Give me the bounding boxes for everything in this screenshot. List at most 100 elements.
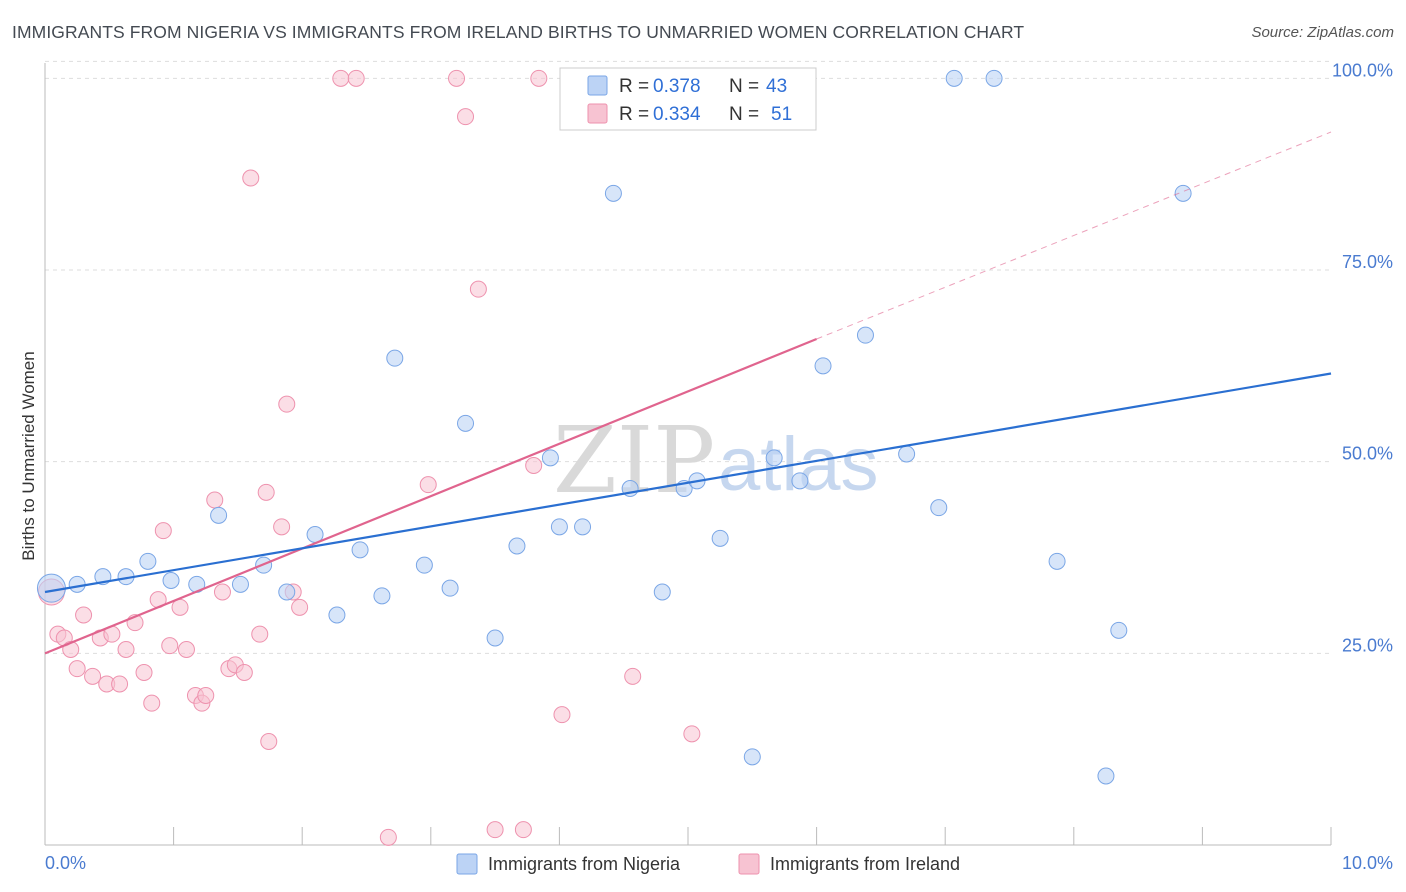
point-nigeria	[486, 629, 504, 647]
point-ireland	[161, 637, 179, 655]
point-ireland	[135, 664, 153, 681]
source-label: Source: ZipAtlas.com	[1251, 24, 1394, 41]
point-ireland	[117, 641, 135, 658]
y-tick-label: 100.0%	[1332, 60, 1393, 80]
point-nigeria	[231, 575, 249, 593]
point-ireland	[235, 664, 253, 681]
legend-n-label-nigeria: N =	[729, 76, 759, 97]
point-ireland	[143, 694, 161, 712]
legend-n-value-nigeria: 43	[766, 76, 787, 97]
legend-swatch-ireland	[587, 103, 608, 124]
point-nigeria	[985, 69, 1003, 87]
point-nigeria	[604, 184, 622, 202]
point-nigeria	[162, 572, 180, 589]
point-ireland	[251, 625, 269, 643]
point-nigeria	[441, 579, 459, 597]
point-ireland	[347, 69, 365, 87]
point-nigeria	[328, 606, 346, 624]
legend-swatch-nigeria	[587, 75, 608, 96]
point-nigeria	[139, 552, 157, 570]
point-ireland	[206, 491, 224, 509]
point-nigeria	[508, 537, 526, 555]
point-nigeria	[765, 449, 783, 467]
point-ireland	[68, 660, 86, 678]
grid-lines	[45, 60, 1331, 654]
point-ireland	[75, 606, 93, 624]
legend-r-label-ireland: R =	[619, 104, 649, 125]
point-ireland	[379, 828, 397, 846]
series-legend: Immigrants from Nigeria Immigrants from …	[456, 853, 960, 875]
point-ireland	[448, 69, 466, 87]
point-ireland	[197, 687, 215, 704]
y-tick-labels: 25.0% 50.0% 75.0% 100.0%	[1332, 60, 1393, 655]
axes	[44, 63, 1332, 846]
point-nigeria	[351, 541, 369, 559]
point-ireland	[553, 706, 571, 724]
point-ireland	[177, 641, 195, 658]
point-nigeria	[415, 556, 433, 574]
point-nigeria	[68, 575, 86, 593]
point-ireland	[260, 733, 278, 750]
point-ireland	[257, 483, 275, 501]
legend-n-value-ireland: 51	[771, 104, 792, 125]
trend-line-ireland	[44, 337, 818, 655]
legend-r-label-nigeria: R =	[619, 76, 649, 97]
point-nigeria	[457, 414, 475, 432]
legend-r-value-nigeria: 0.378	[653, 76, 701, 97]
point-ireland	[213, 583, 231, 601]
point-ireland	[111, 675, 129, 693]
point-ireland	[291, 598, 309, 616]
point-ireland	[419, 476, 437, 494]
x-tick-label: 0.0%	[45, 853, 86, 873]
watermark: ZIP atlas	[553, 407, 879, 514]
point-ireland	[242, 169, 260, 187]
point-ireland	[457, 108, 475, 126]
point-nigeria	[791, 472, 809, 490]
point-nigeria	[386, 349, 404, 367]
point-nigeria	[1174, 184, 1192, 202]
point-nigeria	[541, 449, 559, 467]
bottom-legend-label-nigeria: Immigrants from Nigeria	[488, 854, 681, 874]
point-ireland	[332, 69, 350, 87]
point-nigeria	[856, 326, 874, 344]
point-ireland	[273, 518, 291, 536]
point-ireland	[84, 667, 102, 685]
legend-r-value-ireland: 0.334	[653, 104, 701, 125]
point-ireland	[486, 821, 504, 839]
point-nigeria	[574, 518, 592, 536]
trend-line-nigeria	[44, 372, 1332, 594]
legend-n-label-ireland: N =	[729, 104, 759, 125]
bottom-legend-swatch-nigeria	[456, 853, 478, 875]
point-nigeria	[653, 583, 671, 601]
point-ireland	[624, 667, 642, 685]
point-ireland	[469, 280, 487, 298]
point-nigeria	[1097, 767, 1115, 785]
point-ireland	[154, 522, 172, 540]
point-nigeria	[1110, 621, 1128, 639]
point-ireland	[525, 457, 543, 474]
trend-lines	[44, 131, 1332, 655]
watermark-zip: ZIP	[553, 407, 715, 514]
point-nigeria	[945, 69, 963, 87]
x-tick-labels: 0.0% 10.0%	[45, 853, 1393, 873]
point-ireland	[530, 69, 548, 87]
bottom-legend-label-ireland: Immigrants from Ireland	[770, 854, 960, 874]
point-nigeria	[278, 583, 296, 601]
point-ireland	[278, 395, 296, 413]
series-nigeria-points	[36, 69, 1192, 785]
y-tick-label: 75.0%	[1342, 252, 1393, 272]
point-nigeria	[550, 518, 568, 536]
trend-extension-ireland	[816, 131, 1332, 340]
point-nigeria	[743, 748, 761, 766]
x-tick-label: 10.0%	[1342, 853, 1393, 873]
point-nigeria	[1048, 552, 1066, 570]
stats-legend: R = 0.378 N = 43 R = 0.334 N = 51	[559, 67, 817, 131]
point-nigeria	[898, 445, 916, 463]
y-axis-label: Births to Unmarried Women	[19, 351, 38, 560]
y-tick-label: 50.0%	[1342, 444, 1393, 464]
point-nigeria	[814, 357, 832, 375]
point-nigeria	[210, 506, 228, 524]
point-ireland	[514, 821, 532, 839]
y-tick-label: 25.0%	[1342, 635, 1393, 655]
